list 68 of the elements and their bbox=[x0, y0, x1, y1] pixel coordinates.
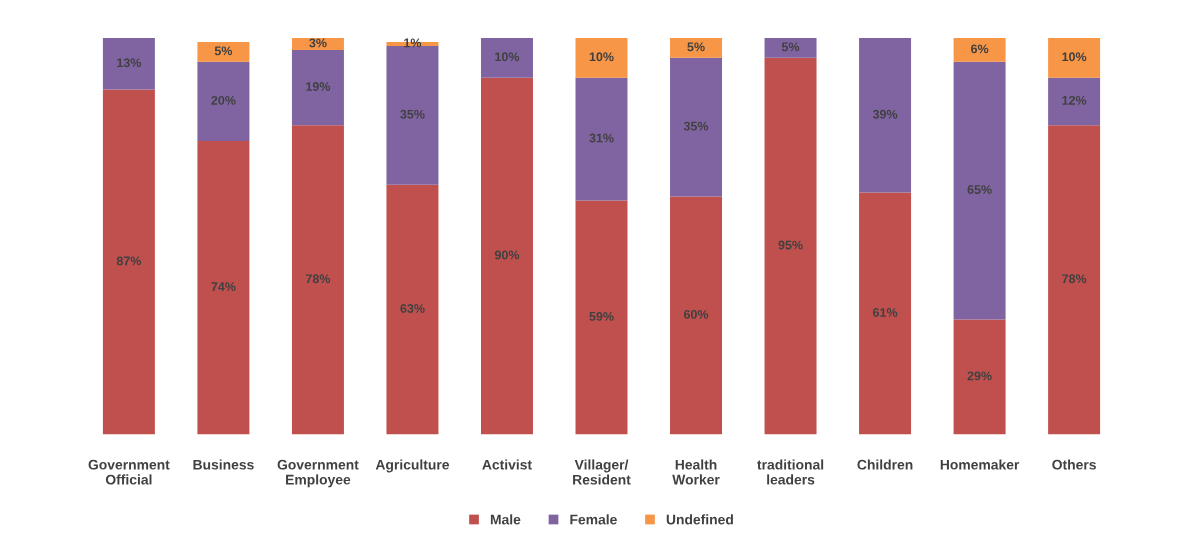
data-label: 12% bbox=[1062, 95, 1087, 105]
x-tick-label: Agriculture bbox=[375, 459, 450, 473]
data-label: 59% bbox=[589, 311, 614, 321]
x-tick-label: Activist bbox=[482, 459, 532, 470]
bar bbox=[102, 38, 155, 90]
data-label: 60% bbox=[683, 309, 709, 319]
data-label: 5% bbox=[214, 46, 233, 56]
data-label: 31% bbox=[589, 133, 614, 143]
data-label: 65% bbox=[967, 185, 992, 194]
bar bbox=[480, 38, 533, 78]
bar bbox=[764, 38, 817, 58]
x-tick-label: Business bbox=[193, 459, 254, 470]
bar bbox=[480, 77, 533, 435]
x-tick-label: Others bbox=[1052, 459, 1096, 470]
legend-label: Undefined bbox=[666, 514, 733, 525]
data-label: 19% bbox=[306, 82, 331, 91]
data-label: 35% bbox=[683, 121, 709, 131]
data-label: 39% bbox=[872, 109, 898, 119]
bar bbox=[386, 184, 439, 435]
bar bbox=[1048, 77, 1101, 126]
bar bbox=[575, 38, 628, 78]
x-tick-label: Villager/ Resident bbox=[573, 459, 631, 485]
bar bbox=[575, 77, 628, 201]
bar bbox=[291, 125, 344, 435]
data-label: 10% bbox=[589, 52, 614, 62]
data-label: 10% bbox=[1062, 52, 1087, 62]
bar bbox=[197, 61, 250, 142]
x-tick-label: Homemaker bbox=[940, 459, 1020, 470]
bar bbox=[953, 38, 1006, 62]
bar bbox=[764, 57, 817, 435]
legend-label: Female bbox=[570, 514, 617, 525]
x-tick-label: Children bbox=[857, 459, 913, 470]
bar bbox=[670, 196, 723, 435]
bar bbox=[575, 200, 628, 435]
data-label: 74% bbox=[211, 282, 236, 292]
bar bbox=[197, 41, 250, 62]
data-label: 78% bbox=[305, 274, 331, 284]
bar bbox=[859, 38, 912, 193]
data-label: 10% bbox=[495, 52, 520, 62]
data-label: 13% bbox=[117, 58, 142, 68]
bar bbox=[953, 61, 1006, 320]
bar bbox=[670, 38, 723, 58]
data-label: 87% bbox=[116, 256, 142, 266]
data-label: 29% bbox=[967, 371, 992, 381]
data-label: 6% bbox=[971, 44, 989, 54]
bar bbox=[953, 319, 1006, 435]
x-tick-label: Government Employee bbox=[277, 459, 359, 488]
x-tick-label: traditional leaders bbox=[757, 459, 824, 485]
bar bbox=[1048, 38, 1101, 78]
data-label: 90% bbox=[494, 250, 520, 260]
data-label: 35% bbox=[400, 109, 425, 119]
bar bbox=[1048, 125, 1101, 435]
bar bbox=[670, 57, 723, 197]
data-label: 95% bbox=[778, 240, 803, 250]
legend-label: Male bbox=[490, 514, 521, 525]
data-label: 20% bbox=[211, 95, 236, 105]
data-label: 61% bbox=[873, 308, 898, 317]
bar bbox=[291, 49, 344, 126]
data-label: 78% bbox=[1062, 274, 1087, 284]
data-label: 5% bbox=[687, 42, 705, 52]
data-label: 5% bbox=[781, 42, 800, 52]
bar bbox=[859, 192, 912, 435]
bar bbox=[197, 141, 250, 435]
data-label: 3% bbox=[309, 38, 327, 48]
bar bbox=[102, 89, 155, 435]
x-tick-label: Health Worker bbox=[672, 459, 720, 485]
x-tick-label: Government Official bbox=[88, 459, 170, 485]
data-label: 63% bbox=[400, 304, 425, 313]
